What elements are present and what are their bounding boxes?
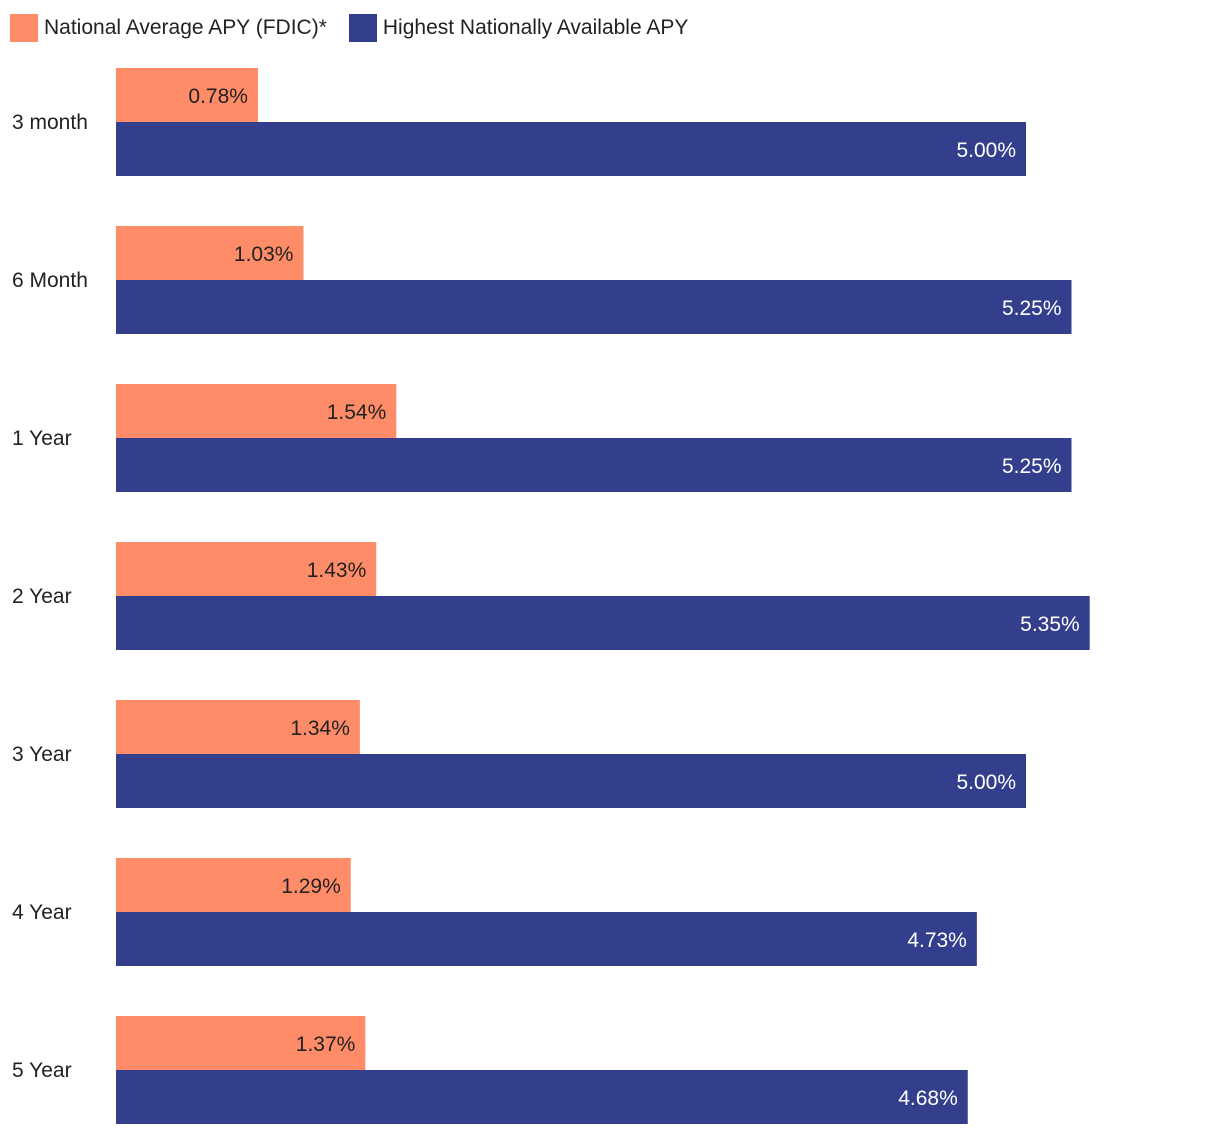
bar-national-average-apy-fdic-4-year (116, 858, 351, 912)
bar-group-3-month: 3 month 0.78% 5.00% (12, 68, 1026, 176)
bar-group-2-year: 2 Year 1.43% 5.35% (12, 542, 1090, 650)
data-label-national-average-apy-fdic-6-month: 1.03% (234, 243, 294, 266)
bar-highest-nationally-available-apy-3-year (116, 754, 1026, 808)
data-label-national-average-apy-fdic-5-year: 1.37% (296, 1033, 356, 1056)
bar-national-average-apy-fdic-3-month (116, 68, 258, 122)
data-label-highest-nationally-available-apy-1-year: 5.25% (1002, 455, 1062, 478)
chart-legend: National Average APY (FDIC)* Highest Nat… (10, 12, 710, 44)
data-label-highest-nationally-available-apy-2-year: 5.35% (1020, 613, 1080, 636)
bar-national-average-apy-fdic-3-year (116, 700, 360, 754)
data-label-national-average-apy-fdic-1-year: 1.54% (327, 401, 387, 424)
data-label-national-average-apy-fdic-3-year: 1.34% (290, 717, 350, 740)
category-label-1-year: 1 Year (12, 427, 72, 450)
category-label-5-year: 5 Year (12, 1059, 72, 1082)
category-label-3-month: 3 month (12, 111, 88, 134)
bar-group-1-year: 1 Year 1.54% 5.25% (12, 384, 1072, 492)
bar-national-average-apy-fdic-5-year (116, 1016, 366, 1070)
legend-item-highest-available: Highest Nationally Available APY (348, 14, 689, 42)
data-label-highest-nationally-available-apy-6-month: 5.25% (1002, 297, 1062, 320)
data-label-national-average-apy-fdic-2-year: 1.43% (307, 559, 367, 582)
data-label-highest-nationally-available-apy-4-year: 4.73% (907, 929, 967, 952)
data-label-national-average-apy-fdic-3-month: 0.78% (188, 85, 248, 108)
bar-group-4-year: 4 Year 1.29% 4.73% (12, 858, 977, 966)
category-label-2-year: 2 Year (12, 585, 72, 608)
legend-swatch-national-average (10, 14, 38, 42)
bar-highest-nationally-available-apy-1-year (116, 438, 1072, 492)
bar-group-6-month: 6 Month 1.03% 5.25% (12, 226, 1072, 334)
legend-item-national-average: National Average APY (FDIC)* (10, 14, 327, 42)
bar-group-3-year: 3 Year 1.34% 5.00% (12, 700, 1026, 808)
bar-group-5-year: 5 Year 1.37% 4.68% (12, 1016, 968, 1124)
category-label-4-year: 4 Year (12, 901, 72, 924)
bar-highest-nationally-available-apy-2-year (116, 596, 1090, 650)
legend-swatch-highest-available (348, 14, 377, 42)
data-label-highest-nationally-available-apy-5-year: 4.68% (898, 1087, 958, 1110)
bar-national-average-apy-fdic-2-year (116, 542, 377, 596)
data-label-highest-nationally-available-apy-3-year: 5.00% (956, 771, 1016, 794)
legend-label-national-average: National Average APY (FDIC)* (44, 16, 327, 39)
bar-highest-nationally-available-apy-5-year (116, 1070, 968, 1124)
data-label-highest-nationally-available-apy-3-month: 5.00% (956, 139, 1016, 162)
bar-national-average-apy-fdic-1-year (116, 384, 397, 438)
data-label-national-average-apy-fdic-4-year: 1.29% (281, 875, 341, 898)
category-label-3-year: 3 Year (12, 743, 72, 766)
bar-national-average-apy-fdic-6-month (116, 226, 304, 280)
bar-highest-nationally-available-apy-6-month (116, 280, 1072, 334)
bar-highest-nationally-available-apy-3-month (116, 122, 1026, 176)
bar-highest-nationally-available-apy-4-year (116, 912, 977, 966)
legend-label-highest-available: Highest Nationally Available APY (382, 16, 689, 39)
category-label-6-month: 6 Month (12, 269, 88, 292)
